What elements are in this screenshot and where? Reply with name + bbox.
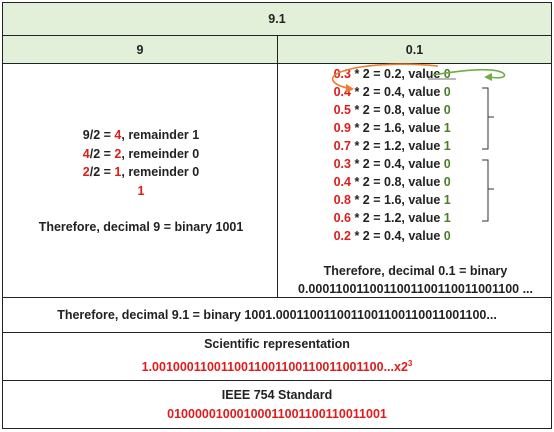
fraction-step-input: 0.5 <box>333 103 351 117</box>
fraction-step-op: * 2 = <box>351 193 385 207</box>
fraction-step-result: 1.2 <box>384 211 402 225</box>
fraction-step-op: * 2 = <box>351 157 385 171</box>
fraction-step-result: 1.6 <box>384 193 402 207</box>
fraction-step-bit: 0 <box>443 157 451 171</box>
fraction-conclusion: Therefore, decimal 0.1 = binary 0.000110… <box>278 262 553 298</box>
fraction-step: 0.3 * 2 = 0.4, value 0 <box>278 155 554 173</box>
integer-step: 9/2 = 4, remainder 1 <box>82 128 200 142</box>
fraction-step-op: * 2 = <box>351 67 385 81</box>
integer-final-quotient: 1 <box>137 183 145 198</box>
carry-arrowhead-icon <box>346 84 354 93</box>
ieee-label: IEEE 754 Standard <box>221 387 333 402</box>
fraction-step: 0.8 * 2 = 1.6, value 1 <box>278 191 554 209</box>
fraction-step-input: 0.3 <box>333 157 351 171</box>
scientific-label: Scientific representation <box>204 337 350 352</box>
fraction-step-bit: 0 <box>443 67 451 81</box>
integer-step: 2/2 = 1, remeinder 0 <box>82 165 200 179</box>
fraction-step-bit: 0 <box>443 85 451 99</box>
header-integer: 9 <box>2 35 278 64</box>
fraction-step-op: * 2 = <box>351 85 385 99</box>
fraction-step-result: 0.4 <box>384 229 402 243</box>
fraction-step-tail: , value <box>401 229 444 243</box>
fraction-step-result: 0.4 <box>384 157 402 171</box>
fraction-step-tail: , value <box>401 193 444 207</box>
scientific-value: 1.0010001100110011001100110011001100...x… <box>141 359 413 375</box>
fraction-step-bit: 1 <box>443 139 451 153</box>
fraction-step-op: * 2 = <box>351 139 385 153</box>
fraction-step-tail: , value <box>401 67 444 81</box>
fraction-conclusion-line1: Therefore, decimal 0.1 = binary <box>323 264 508 278</box>
header-fraction: 0.1 <box>277 35 552 64</box>
fraction-step-result: 1.2 <box>384 139 402 153</box>
fraction-step-result: 1.6 <box>384 121 402 135</box>
ieee-value: 01000001000100011001100110011001 <box>167 406 387 421</box>
integer-steps: 9/2 = 4, remainder 1 4/2 = 2, remeinder … <box>3 126 279 237</box>
fraction-step-result: 0.8 <box>384 103 402 117</box>
fraction-step-input: 0.2 <box>333 229 351 243</box>
fraction-step-input: 0.4 <box>333 175 351 189</box>
fraction-step-input: 0.6 <box>333 211 351 225</box>
fraction-step-op: * 2 = <box>351 211 385 225</box>
fraction-step-result: 0.8 <box>384 175 402 189</box>
fraction-step: 0.7 * 2 = 1.2, value 1 <box>278 137 554 155</box>
title-cell: 9.1 <box>2 2 552 36</box>
fraction-step: 0.6 * 2 = 1.2, value 1 <box>278 209 554 227</box>
fraction-step: 0.4 * 2 = 0.4, value 0 <box>278 83 554 101</box>
fraction-step-bit: 0 <box>443 103 451 117</box>
integer-step: 4/2 = 2, remeinder 0 <box>82 146 200 161</box>
repeat-brace-1 <box>482 87 494 150</box>
fraction-step-op: * 2 = <box>351 121 385 135</box>
fraction-step-tail: , value <box>401 85 444 99</box>
fraction-conclusion-line2: 0.0001100110011001100110011001100 ... <box>298 282 533 296</box>
combined-result: Therefore, decimal 9.1 = binary 1001.000… <box>57 308 497 322</box>
fraction-step-tail: , value <box>401 175 444 189</box>
fraction-step-tail: , value <box>401 103 444 117</box>
fraction-step-op: * 2 = <box>351 175 385 189</box>
fraction-step-bit: 1 <box>443 193 451 207</box>
fraction-step-tail: , value <box>401 211 444 225</box>
fraction-annotations <box>331 63 506 222</box>
carry-arrow-icon <box>331 63 439 90</box>
fraction-step: 0.9 * 2 = 1.6, value 1 <box>278 119 554 137</box>
header-fraction-label: 0.1 <box>405 42 424 57</box>
integer-conclusion: Therefore, decimal 9 = binary 1001 <box>38 220 244 234</box>
fraction-step-input: 0.8 <box>333 193 351 207</box>
fraction-step-tail: , value <box>401 139 444 153</box>
fraction-steps: 0.3 * 2 = 0.2, value 0 0.4 * 2 = 0.4, val… <box>278 64 554 244</box>
header-integer-label: 9 <box>136 42 144 57</box>
fraction-part-cell: 0.3 * 2 = 0.2, value 0 0.4 * 2 = 0.4, val… <box>277 63 552 298</box>
scientific-exponent: 3 <box>407 359 413 369</box>
fraction-step: 0.3 * 2 = 0.2, value 0 <box>278 65 554 83</box>
fraction-step-tail: , value <box>401 157 444 171</box>
fraction-step-result: 0.4 <box>384 85 402 99</box>
fraction-step: 0.4 * 2 = 0.8, value 0 <box>278 173 554 191</box>
fraction-step-bit: 0 <box>443 229 451 243</box>
fraction-step-result: 0.2 <box>384 67 402 81</box>
fraction-step-bit: 1 <box>443 121 451 135</box>
value-arrowhead-icon <box>484 73 492 81</box>
fraction-step-op: * 2 = <box>351 229 385 243</box>
fraction-step-bit: 1 <box>443 211 451 225</box>
fraction-step-tail: , value <box>401 121 444 135</box>
fraction-step: 0.2 * 2 = 0.4, value 0 <box>278 227 554 245</box>
fraction-step-input: 0.9 <box>333 121 351 135</box>
fraction-step-op: * 2 = <box>351 103 385 117</box>
value-arrow-icon <box>432 68 506 79</box>
fraction-step-bit: 0 <box>443 175 451 189</box>
repeat-brace-2 <box>482 159 494 222</box>
integer-part-cell: 9/2 = 4, remainder 1 4/2 = 2, remeinder … <box>2 63 278 298</box>
combined-cell: Therefore, decimal 9.1 = binary 1001.000… <box>2 297 552 333</box>
ieee-cell: IEEE 754 Standard 0100000100010001100110… <box>2 380 552 429</box>
fraction-step: 0.5 * 2 = 0.8, value 0 <box>278 101 554 119</box>
scientific-cell: Scientific representation 1.001000110011… <box>2 332 552 381</box>
title: 9.1 <box>268 12 286 26</box>
fraction-step-input: 0.7 <box>333 139 351 153</box>
